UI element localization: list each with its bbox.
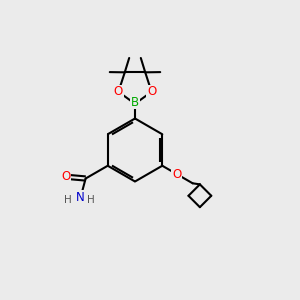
Text: B: B bbox=[131, 95, 139, 109]
Text: O: O bbox=[114, 85, 123, 98]
Text: H: H bbox=[87, 195, 95, 205]
Text: H: H bbox=[64, 195, 72, 205]
Text: N: N bbox=[76, 191, 85, 204]
Text: O: O bbox=[61, 170, 71, 183]
Text: O: O bbox=[172, 167, 181, 181]
Text: O: O bbox=[147, 85, 156, 98]
